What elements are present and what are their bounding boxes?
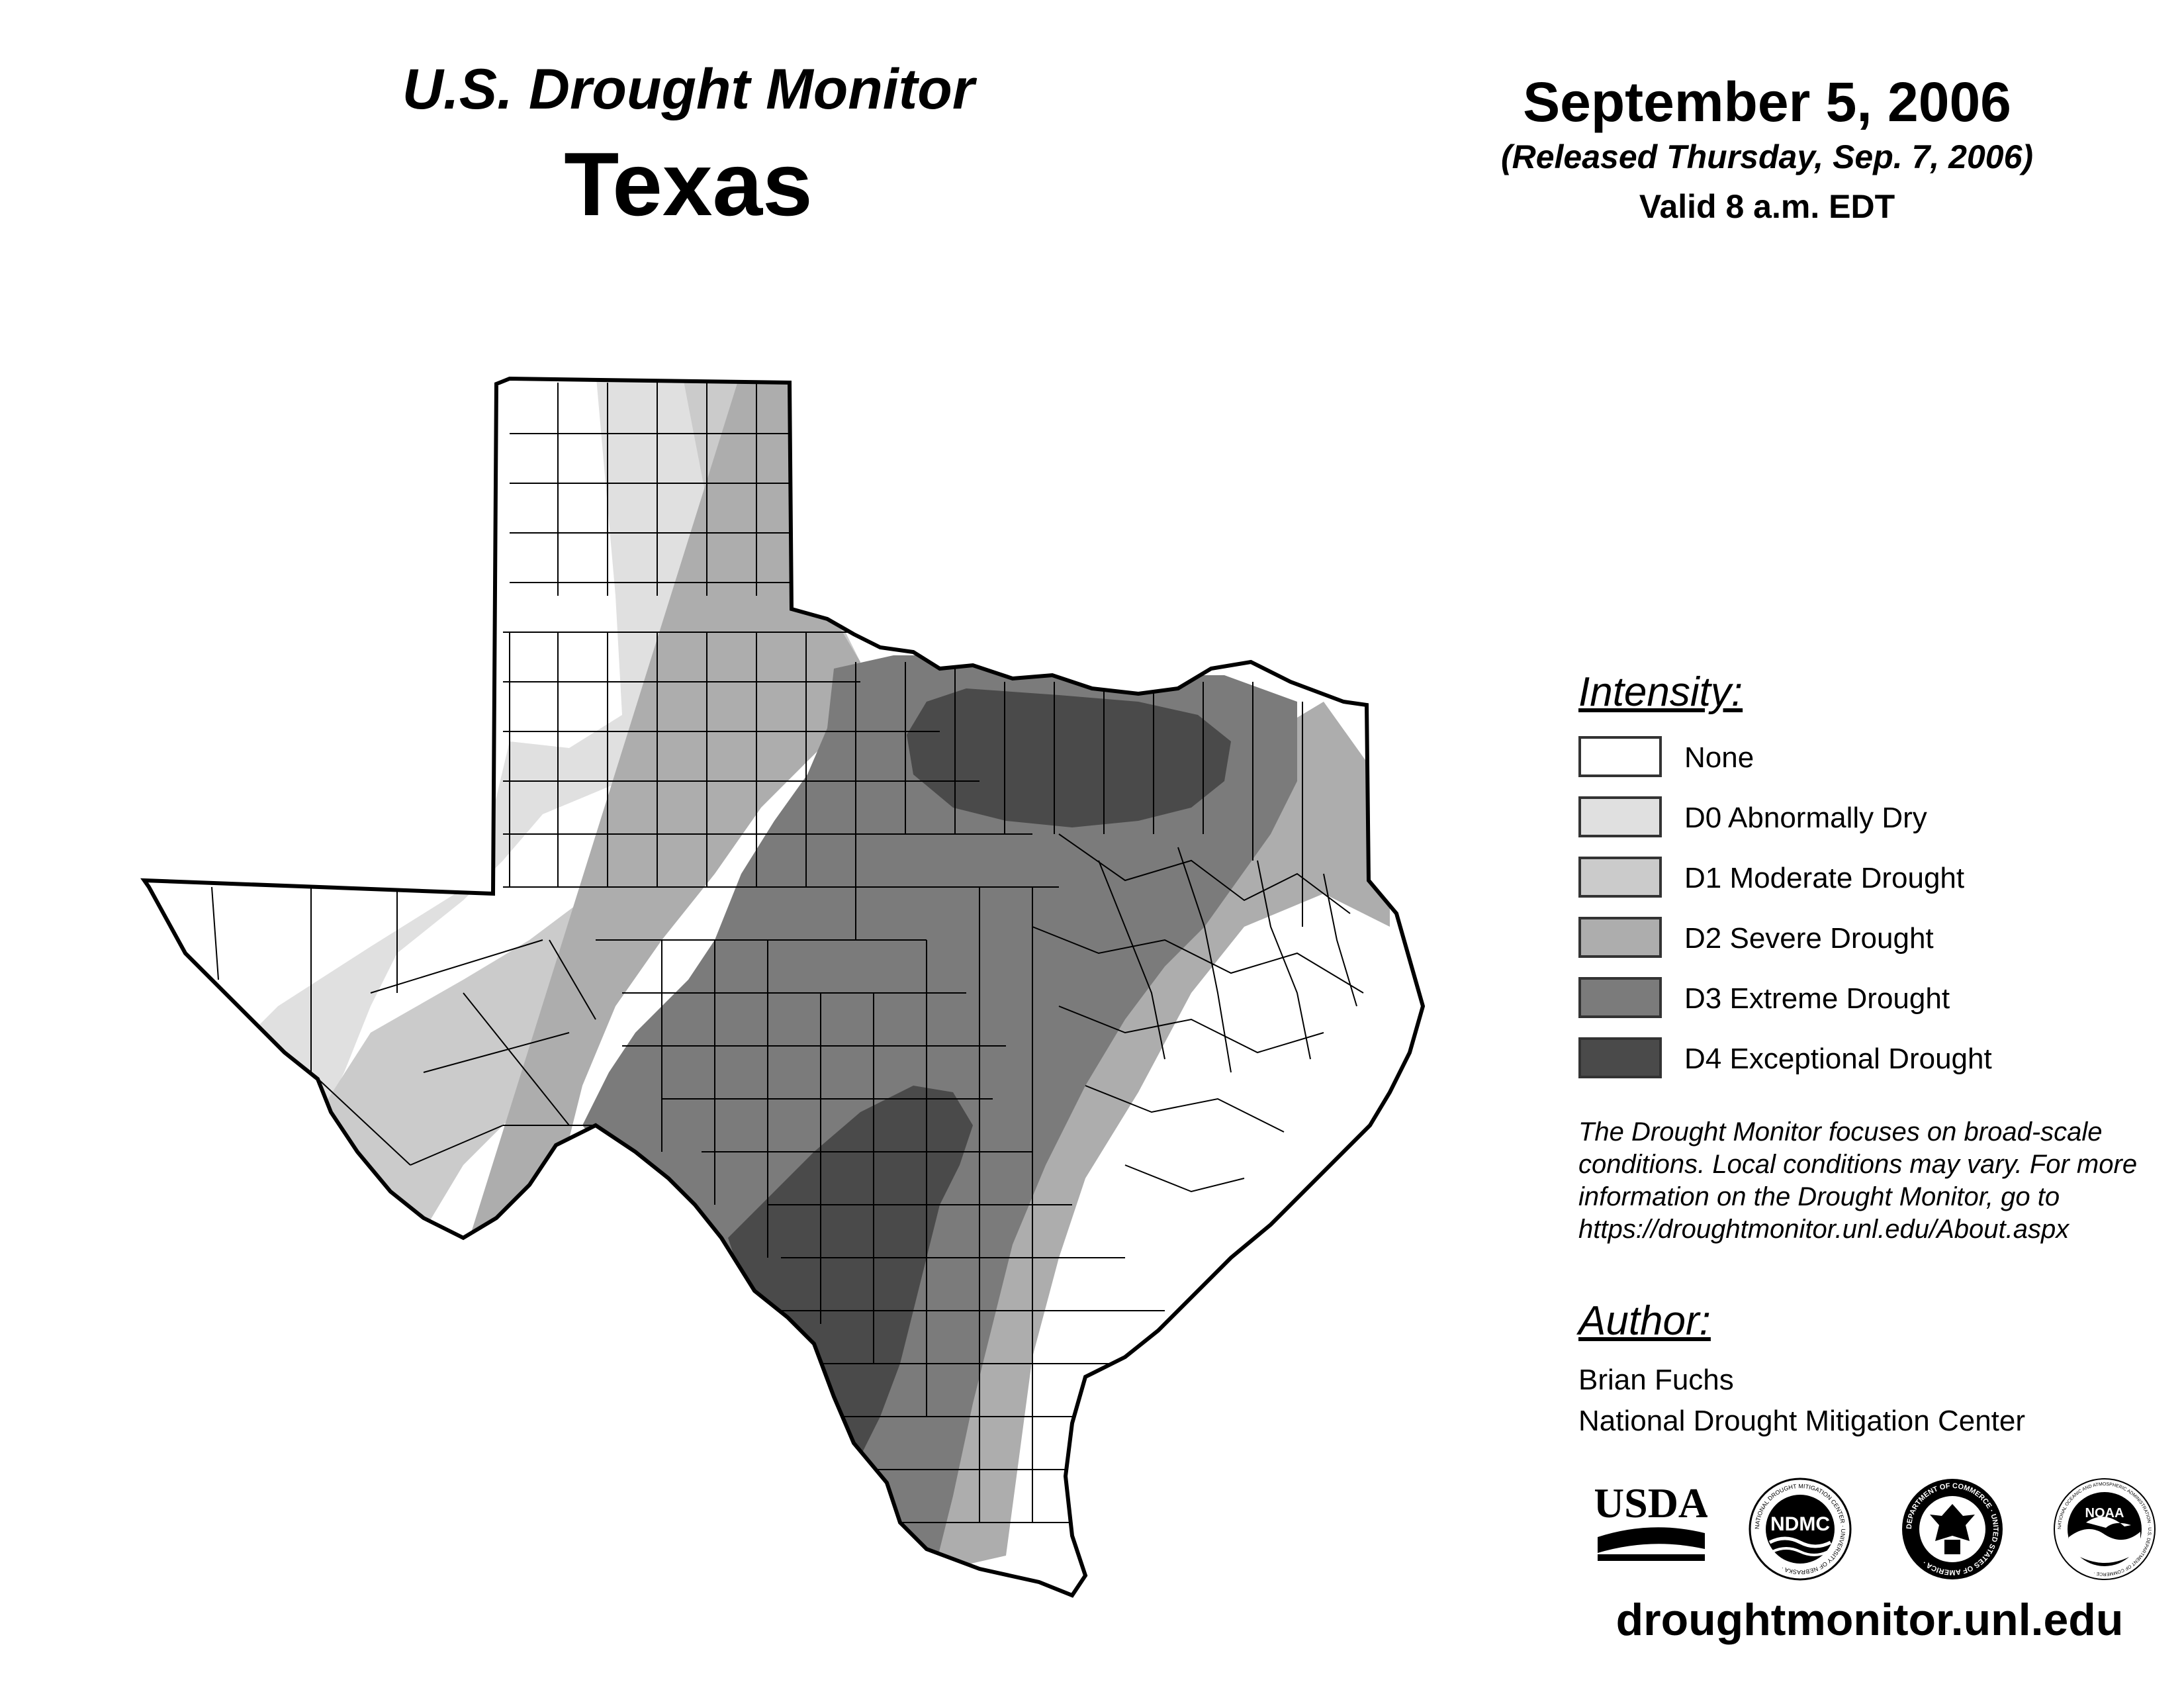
valid-time: Valid 8 a.m. EDT — [1639, 188, 1895, 225]
note-line: conditions. Local conditions may vary. F… — [1578, 1150, 2138, 1179]
legend-swatch — [1578, 796, 1662, 837]
noaa-logo: NATIONAL OCEANIC AND ATMOSPHERIC ADMINIS… — [2054, 1478, 2156, 1580]
author-title: Author: — [1578, 1298, 1711, 1344]
site-url[interactable]: droughtmonitor.unl.edu — [1615, 1595, 2124, 1645]
commerce-seal: DEPARTMENT OF COMMERCE · UNITED STATES O… — [1902, 1479, 2003, 1579]
note-line: The Drought Monitor focuses on broad-sca… — [1578, 1117, 2103, 1147]
release-date: (Released Thursday, Sep. 7, 2006) — [1500, 138, 2034, 175]
usda-logo-text: USDA — [1595, 1479, 1707, 1526]
usda-logo: USDA — [1595, 1479, 1707, 1561]
note-link[interactable]: https://droughtmonitor.unl.edu/About.asp… — [1578, 1215, 2070, 1244]
author-name: Brian Fuchs — [1578, 1364, 1734, 1396]
zone-d4-south — [728, 1086, 973, 1456]
legend-label: D4 Exceptional Drought — [1684, 1043, 1992, 1075]
legend-label: D1 Moderate Drought — [1684, 862, 1965, 894]
legend-swatch — [1578, 736, 1662, 777]
ndmc-logo: NATIONAL DROUGHT MITIGATION CENTER · UNI… — [1749, 1477, 1852, 1581]
county-lines — [211, 383, 1364, 1523]
zone-d0 — [185, 379, 715, 1192]
author-org: National Drought Mitigation Center — [1578, 1405, 2026, 1437]
state-title: Texas — [564, 134, 813, 234]
note-line: information on the Drought Monitor, go t… — [1578, 1182, 2060, 1211]
legend-label: D0 Abnormally Dry — [1684, 802, 1927, 834]
map-date: September 5, 2006 — [1523, 71, 2011, 133]
legend-label: None — [1684, 741, 1754, 774]
legend-swatch — [1578, 977, 1662, 1018]
legend-label: D2 Severe Drought — [1684, 922, 1934, 955]
monitor-title: U.S. Drought Monitor — [402, 58, 975, 121]
legend-label: D3 Extreme Drought — [1684, 982, 1950, 1015]
info-note: The Drought Monitor focuses on broad-sca… — [1578, 1116, 2174, 1246]
zone-d4-north — [907, 688, 1231, 827]
legend-swatch — [1578, 917, 1662, 958]
ndmc-logo-text: NDMC — [1770, 1513, 1830, 1535]
legend-swatch — [1578, 1037, 1662, 1078]
legend-swatch — [1578, 857, 1662, 898]
legend-title: Intensity: — [1578, 669, 1743, 715]
noaa-logo-text: NOAA — [2085, 1506, 2124, 1521]
